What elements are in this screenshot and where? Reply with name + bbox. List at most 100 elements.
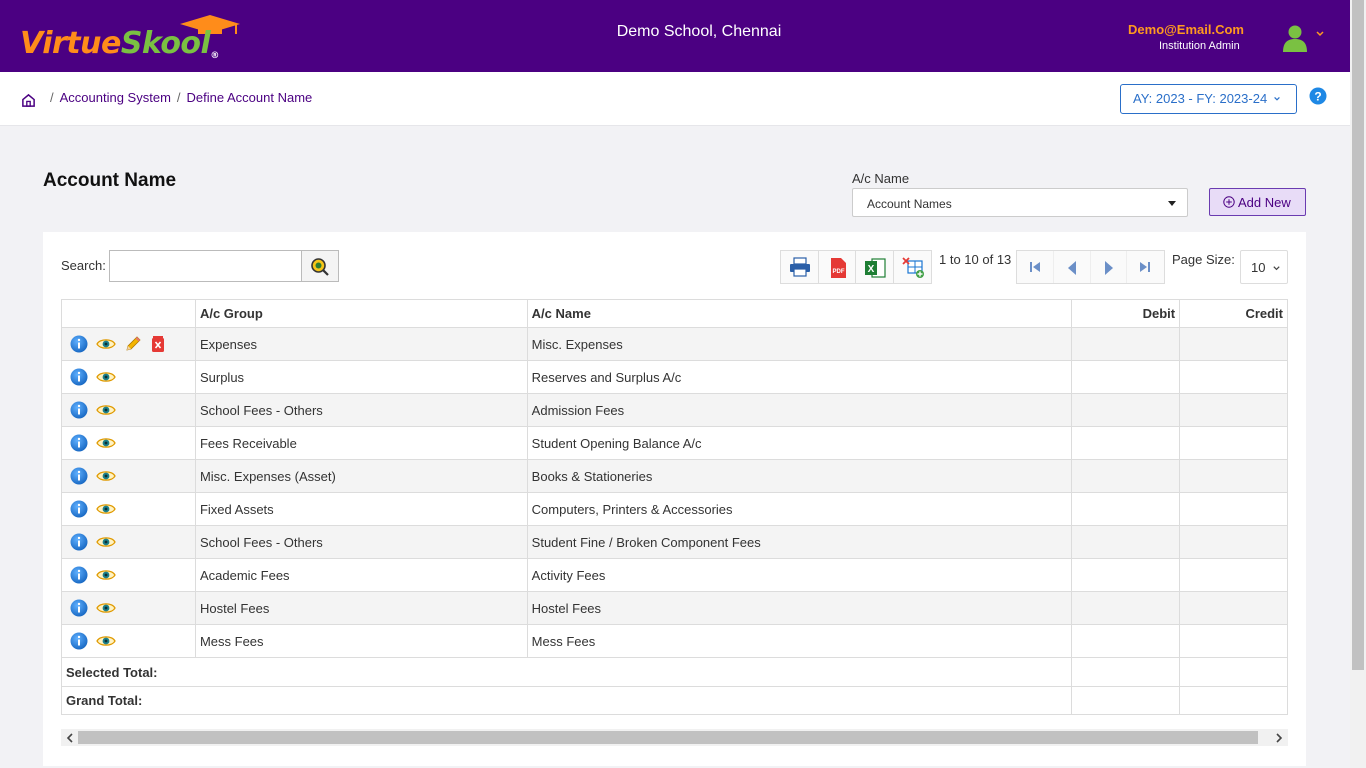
row-ac-group: Fees Receivable <box>194 426 528 460</box>
row-debit <box>1071 459 1181 493</box>
breadcrumb-separator: / <box>50 90 54 105</box>
info-icon[interactable] <box>70 335 88 353</box>
column-header-actions <box>61 299 196 328</box>
export-pdf-button[interactable]: PDF <box>818 251 856 283</box>
row-credit <box>1179 591 1288 625</box>
scroll-left-icon[interactable] <box>65 733 75 743</box>
help-icon[interactable]: ? <box>1309 87 1327 105</box>
scrollbar-thumb[interactable] <box>1352 0 1364 670</box>
last-page-button[interactable] <box>1127 251 1164 283</box>
page-scrollbar[interactable] <box>1350 0 1366 768</box>
row-actions <box>61 360 196 394</box>
ac-name-filter-select[interactable]: Account Names <box>852 188 1188 217</box>
view-eye-icon[interactable] <box>96 370 116 384</box>
grand-total-debit <box>1071 686 1181 715</box>
search-button[interactable] <box>301 250 339 282</box>
info-icon[interactable] <box>70 632 88 650</box>
table-row[interactable]: School Fees - Others Admission Fees <box>61 393 1288 427</box>
table-row[interactable]: Expenses Misc. Expenses <box>61 327 1288 361</box>
breadcrumb-accounting-system[interactable]: Accounting System <box>59 90 171 105</box>
page-size-label: Page Size: <box>1172 252 1235 267</box>
svg-text:PDF: PDF <box>832 269 844 275</box>
column-header-ac-group[interactable]: A/c Group <box>194 299 528 328</box>
first-page-icon <box>1030 262 1040 272</box>
print-button[interactable] <box>781 251 819 283</box>
home-icon[interactable] <box>21 93 36 108</box>
prev-page-button[interactable] <box>1053 251 1091 283</box>
info-icon[interactable] <box>70 401 88 419</box>
table-row[interactable]: Mess Fees Mess Fees <box>61 624 1288 658</box>
view-eye-icon[interactable] <box>96 601 116 615</box>
view-eye-icon[interactable] <box>96 436 116 450</box>
academic-year-select[interactable]: AY: 2023 - FY: 2023-24 <box>1120 84 1297 114</box>
scrollbar-thumb[interactable] <box>78 731 1258 744</box>
search-input[interactable] <box>109 250 302 282</box>
edit-pencil-icon[interactable] <box>124 335 142 353</box>
first-page-button[interactable] <box>1017 251 1054 283</box>
info-icon[interactable] <box>70 434 88 452</box>
view-eye-icon[interactable] <box>96 535 116 549</box>
column-header-ac-name[interactable]: A/c Name <box>526 299 1073 328</box>
chevron-down-icon[interactable] <box>1315 29 1325 39</box>
academic-year-label: AY: 2023 - FY: 2023-24 <box>1133 91 1268 106</box>
grand-total-credit <box>1179 686 1288 715</box>
table-row[interactable]: Misc. Expenses (Asset) Books & Stationeri… <box>61 459 1288 493</box>
table-row[interactable]: Fees Receivable Student Opening Balance A… <box>61 426 1288 460</box>
view-eye-icon[interactable] <box>96 469 116 483</box>
row-debit <box>1071 591 1181 625</box>
school-name: Demo School, Chennai <box>616 23 782 40</box>
table-row[interactable]: School Fees - Others Student Fine / Broke… <box>61 525 1288 559</box>
delete-icon[interactable] <box>150 335 166 353</box>
column-header-debit[interactable]: Debit <box>1071 299 1181 328</box>
search-label: Search: <box>61 258 106 273</box>
info-icon[interactable] <box>70 467 88 485</box>
row-ac-group: School Fees - Others <box>194 393 528 427</box>
row-ac-name: Hostel Fees <box>526 591 1073 625</box>
row-debit <box>1071 492 1181 526</box>
row-actions <box>61 426 196 460</box>
row-ac-name: Mess Fees <box>526 624 1073 658</box>
row-ac-name: Reserves and Surplus A/c <box>526 360 1073 394</box>
view-eye-icon[interactable] <box>96 502 116 516</box>
view-eye-icon[interactable] <box>96 634 116 648</box>
user-email[interactable]: Demo@Email.Com <box>1128 22 1244 37</box>
next-page-button[interactable] <box>1090 251 1128 283</box>
info-icon[interactable] <box>70 599 88 617</box>
table-horizontal-scrollbar[interactable] <box>61 729 1288 746</box>
table-row[interactable]: Surplus Reserves and Surplus A/c <box>61 360 1288 394</box>
add-new-label: Add New <box>1238 195 1291 210</box>
user-avatar-icon[interactable] <box>1282 24 1308 52</box>
info-icon[interactable] <box>70 500 88 518</box>
row-debit <box>1071 624 1181 658</box>
view-eye-icon[interactable] <box>96 403 116 417</box>
last-page-icon <box>1140 262 1151 272</box>
prev-page-icon <box>1067 261 1076 275</box>
table-row[interactable]: Fixed Assets Computers, Printers & Access… <box>61 492 1288 526</box>
row-debit <box>1071 393 1181 427</box>
virtueskool-logo[interactable]: VirtueSkool® <box>20 14 240 61</box>
info-icon[interactable] <box>70 533 88 551</box>
breadcrumb-define-account-name[interactable]: Define Account Name <box>186 90 313 105</box>
table-row[interactable]: Academic Fees Activity Fees <box>61 558 1288 592</box>
user-role: Institution Admin <box>1159 40 1240 52</box>
info-icon[interactable] <box>70 368 88 386</box>
account-name-table: A/c Group A/c Name Debit Credit Expenses… <box>60 299 1288 715</box>
page-size-value: 10 <box>1251 260 1266 275</box>
info-icon[interactable] <box>70 566 88 584</box>
row-ac-group: Mess Fees <box>194 624 528 658</box>
row-ac-group: Hostel Fees <box>194 591 528 625</box>
row-actions <box>61 591 196 625</box>
row-actions <box>61 393 196 427</box>
grid-panel: Search: PDF X <box>43 232 1306 766</box>
row-credit <box>1179 393 1288 427</box>
scroll-right-icon[interactable] <box>1274 733 1284 743</box>
column-header-credit[interactable]: Credit <box>1179 299 1288 328</box>
view-eye-icon[interactable] <box>96 337 116 351</box>
table-row[interactable]: Hostel Fees Hostel Fees <box>61 591 1288 625</box>
column-chooser-button[interactable] <box>893 251 931 283</box>
export-excel-button[interactable]: X <box>856 251 894 283</box>
view-eye-icon[interactable] <box>96 568 116 582</box>
ac-name-filter-label: A/c Name <box>852 171 910 186</box>
add-new-button[interactable]: Add New <box>1209 188 1306 216</box>
page-size-select[interactable]: 10 <box>1240 250 1288 284</box>
